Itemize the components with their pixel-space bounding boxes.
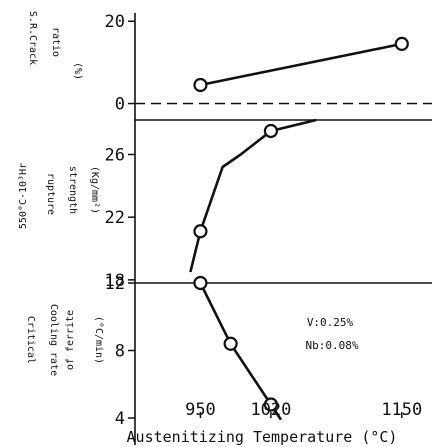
ylabel-line-3: (%) [72, 62, 83, 80]
x-tick-label: 1150 [381, 400, 422, 420]
x-tick-label: 950 [185, 400, 216, 420]
panel-rupture-strength: 550°C·10³Hr rupture strength (Kg/mm²) 18… [18, 118, 317, 291]
y-tick-label: 8 [115, 342, 125, 362]
x-axis-label: Austenitizing Temperature (°C) [127, 428, 398, 446]
data-point [263, 123, 279, 139]
y-tick-label: 0 [115, 95, 125, 115]
y-tick-label: 22 [105, 208, 125, 228]
y-tick-label: 20 [105, 12, 125, 32]
annotation-vanadium: V:0.25% [307, 316, 354, 329]
ylabel-line-3: of ferrite [65, 310, 76, 370]
ylabel-line-3: strength [67, 166, 78, 214]
ylabel-line-2: rupture [45, 173, 56, 215]
ylabel-line-1: S.R.Crack [27, 11, 38, 65]
data-point [223, 336, 238, 351]
data-point [193, 224, 208, 239]
x-axis: 950 1020 1150 [185, 400, 422, 420]
series-line [200, 42, 403, 87]
panel-crack-ratio: S.R.Crack ratio (%) 0 20 [27, 11, 432, 120]
panel-critical-cooling-rate: Critical Cooling rate of ferrite (°C/min… [25, 274, 359, 445]
data-point [193, 275, 208, 291]
series-line [199, 282, 283, 421]
x-tick-label: 1020 [250, 400, 291, 420]
data-point [394, 36, 409, 51]
ylabel-line-2: Cooling rate [48, 304, 59, 376]
ylabel-line-2: ratio [50, 27, 61, 57]
ylabel-line-4: (Kg/mm²) [89, 166, 100, 214]
annotation-niobium: Nb:0.08% [306, 339, 359, 352]
y-tick-label: 18 [105, 271, 125, 291]
y-tick-label: 4 [115, 409, 125, 429]
ylabel-line-1: 550°C·10³Hr [18, 163, 29, 229]
y-tick-label: 26 [105, 145, 125, 165]
y-tick-label: 12 [105, 274, 125, 294]
ylabel-line-1: Critical [25, 316, 36, 364]
ylabel-line-4: (°C/min) [93, 316, 104, 364]
data-point [193, 77, 208, 93]
data-point [263, 397, 279, 412]
